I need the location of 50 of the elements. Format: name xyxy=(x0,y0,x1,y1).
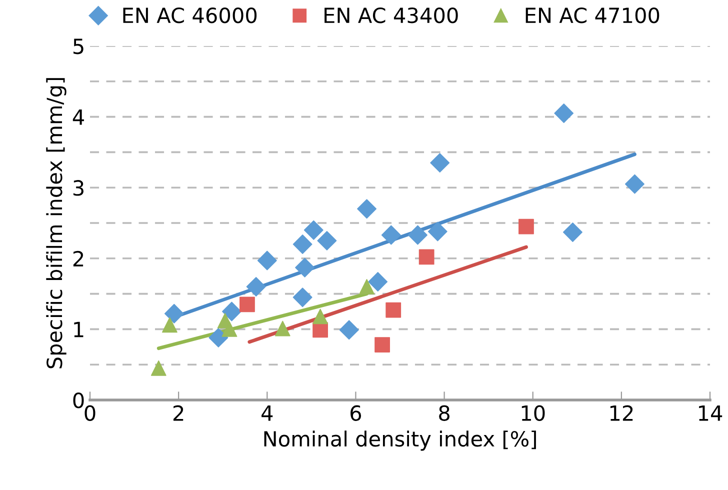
point xyxy=(240,296,255,312)
legend-label: EN AC 46000 xyxy=(123,7,257,24)
y-tick-label: 4 xyxy=(72,110,84,125)
point xyxy=(274,320,290,336)
point xyxy=(339,320,359,340)
point xyxy=(292,234,312,254)
point xyxy=(374,337,390,352)
y-tick-label: 5 xyxy=(73,38,84,54)
y-axis-title: Specific bifilm index [mm/g] xyxy=(46,78,66,368)
x-tick-label: 2 xyxy=(173,405,184,421)
point xyxy=(428,222,448,242)
point xyxy=(312,308,328,324)
point xyxy=(246,276,266,296)
point xyxy=(317,230,337,250)
point xyxy=(162,317,178,333)
x-tick-label: 10 xyxy=(522,405,545,421)
point xyxy=(518,218,534,234)
point xyxy=(292,288,312,308)
point xyxy=(430,153,450,173)
point xyxy=(554,104,574,123)
point xyxy=(257,250,277,270)
point xyxy=(150,360,166,376)
legend-label: EN AC 47100 xyxy=(526,7,660,24)
point xyxy=(208,328,228,348)
point xyxy=(357,199,377,219)
point xyxy=(368,272,388,292)
point xyxy=(381,225,401,245)
point xyxy=(295,258,315,278)
x-tick-label: 12 xyxy=(610,405,633,421)
point xyxy=(164,304,184,324)
x-axis-title: Nominal density index [%] xyxy=(264,430,536,451)
y-tick-label: 2 xyxy=(73,250,84,266)
point xyxy=(418,249,434,265)
legend-label: EN AC 43400 xyxy=(324,7,458,24)
point xyxy=(562,222,582,242)
point xyxy=(222,302,242,322)
point xyxy=(222,321,238,337)
y-tick-label: 1 xyxy=(74,322,84,338)
point xyxy=(304,220,324,240)
point xyxy=(408,225,428,245)
x-tick-label: 6 xyxy=(350,405,362,421)
point xyxy=(624,174,644,194)
point xyxy=(386,302,402,318)
x-tick-label: 0 xyxy=(84,405,96,421)
x-tick-label: 4 xyxy=(262,406,273,421)
y-tick-label: 3 xyxy=(73,180,84,196)
x-tick-label: 14 xyxy=(699,406,722,421)
point xyxy=(359,279,374,294)
y-tick-label: 0 xyxy=(73,392,84,408)
x-tick-label: 8 xyxy=(439,405,450,421)
